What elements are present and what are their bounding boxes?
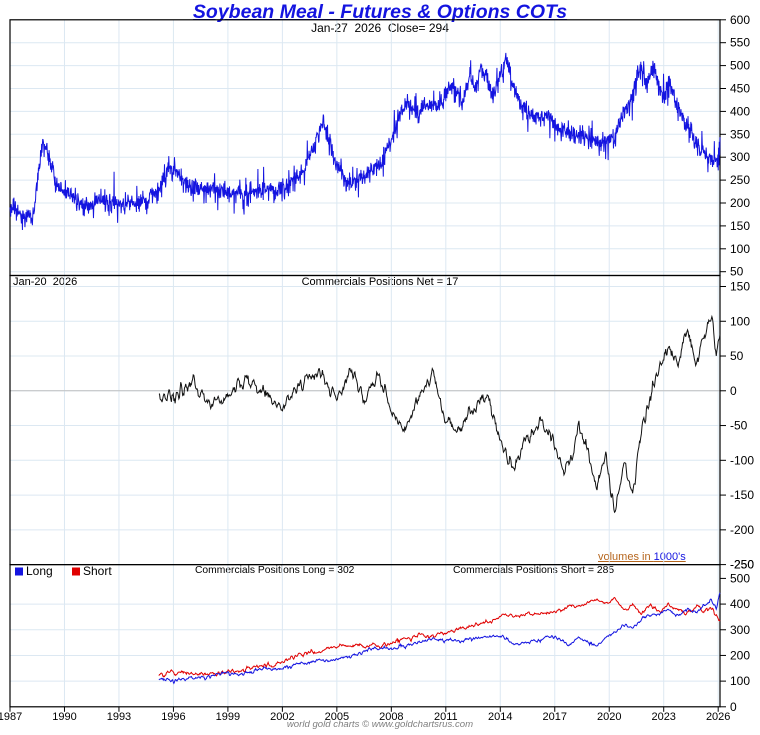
svg-text:1993: 1993 [107,711,131,723]
svg-text:1996: 1996 [161,711,185,723]
svg-text:2020: 2020 [597,711,621,723]
svg-text:600: 600 [730,13,750,27]
svg-text:2017: 2017 [543,711,567,723]
svg-text:-50: -50 [730,419,748,433]
svg-text:550: 550 [730,36,750,50]
svg-text:-150: -150 [730,488,754,502]
svg-text:50: 50 [730,265,744,279]
svg-text:-100: -100 [730,453,754,467]
svg-text:500: 500 [730,59,750,73]
svg-text:2011: 2011 [434,711,458,723]
svg-text:2008: 2008 [379,711,403,723]
svg-text:200: 200 [730,648,750,662]
svg-text:100: 100 [730,314,750,328]
svg-text:1990: 1990 [52,711,76,723]
svg-text:200: 200 [730,196,750,210]
svg-text:2014: 2014 [488,711,512,723]
svg-text:450: 450 [730,82,750,96]
svg-text:0: 0 [730,384,737,398]
svg-text:500: 500 [730,571,750,585]
svg-text:-200: -200 [730,523,754,537]
svg-text:100: 100 [730,674,750,688]
svg-text:-250: -250 [730,558,754,572]
svg-text:100: 100 [730,242,750,256]
svg-text:50: 50 [730,349,744,363]
svg-text:150: 150 [730,280,750,294]
svg-text:Short: Short [83,564,112,578]
svg-text:2002: 2002 [270,711,294,723]
svg-text:400: 400 [730,104,750,118]
svg-text:300: 300 [730,623,750,637]
svg-text:150: 150 [730,219,750,233]
svg-text:250: 250 [730,173,750,187]
svg-text:2026: 2026 [706,711,730,723]
svg-text:0: 0 [730,700,737,714]
svg-text:1987: 1987 [0,711,22,723]
svg-text:Long: Long [26,564,53,578]
svg-text:2005: 2005 [325,711,349,723]
svg-text:400: 400 [730,597,750,611]
svg-text:300: 300 [730,150,750,164]
svg-text:1999: 1999 [216,711,240,723]
svg-text:350: 350 [730,127,750,141]
svg-text:2023: 2023 [651,711,675,723]
